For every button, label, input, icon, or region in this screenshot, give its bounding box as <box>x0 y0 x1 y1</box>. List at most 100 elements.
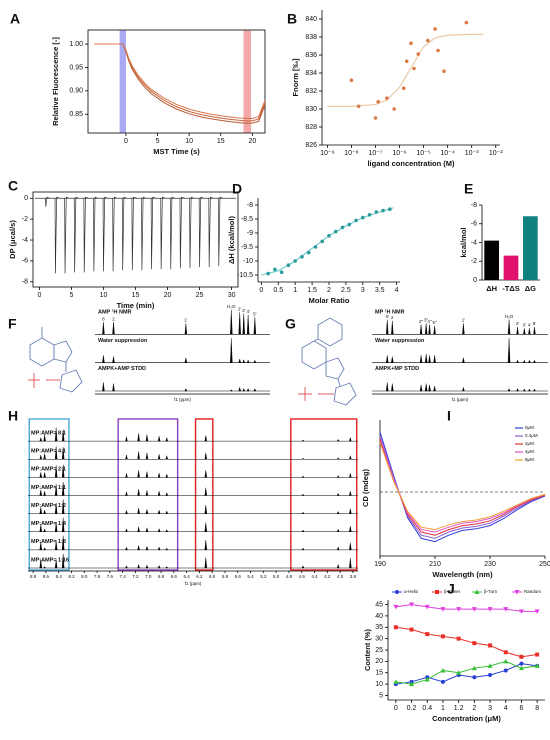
peak <box>137 545 140 551</box>
injection-peak <box>102 196 108 272</box>
peak-label: 4' <box>528 322 532 327</box>
point <box>472 641 477 646</box>
series-line <box>379 435 546 539</box>
highlight-band <box>119 30 126 133</box>
trace-label: MP:AMP= 4:1 <box>31 449 66 455</box>
x-tick-label: 4.6 <box>299 574 306 579</box>
peak <box>137 563 140 569</box>
peak <box>238 312 241 335</box>
legend-label: 8μM <box>525 457 534 462</box>
x-tick-label: ΔH <box>486 284 497 293</box>
x-tick-label: 210 <box>429 561 441 568</box>
point <box>433 27 437 31</box>
peak <box>61 535 65 551</box>
peak <box>157 527 161 532</box>
panel-letter: F <box>8 316 17 332</box>
peak <box>125 454 128 460</box>
x-tick-label: 15 <box>132 292 140 299</box>
peak <box>238 358 241 363</box>
peak <box>39 489 43 496</box>
x-tick-label: 7.6 <box>107 574 114 579</box>
x-tick-label: 3 <box>488 705 492 712</box>
peak <box>125 528 128 532</box>
peak <box>157 509 161 514</box>
x-tick-label: 0.2 <box>407 705 417 712</box>
peak <box>43 434 46 442</box>
x-tick-label: 10⁻⁴ <box>440 150 455 157</box>
trace-label: MP:AMP= 8:1 <box>31 430 66 436</box>
x-tick-label: 10⁻⁶ <box>392 150 406 157</box>
x-tick-label: 8.0 <box>81 574 88 579</box>
peak-label: 1' <box>184 318 188 323</box>
x-tick-label: 0 <box>259 287 263 294</box>
legend-marker <box>395 590 399 594</box>
peak <box>145 545 149 551</box>
peak <box>528 388 531 392</box>
y-tick-label: 15 <box>375 670 383 677</box>
peak <box>533 327 536 335</box>
bond <box>313 338 319 342</box>
trace-label: MP:AMP= 2:1 <box>31 467 66 473</box>
x-tick-label: 7.0 <box>145 574 152 579</box>
peak <box>145 471 149 478</box>
x-tick-label: 0.4 <box>422 705 432 712</box>
peak <box>301 457 305 460</box>
point <box>393 604 399 610</box>
peak <box>184 388 188 392</box>
peak <box>43 566 47 569</box>
x-tick-label: 6.0 <box>209 574 216 579</box>
point <box>534 663 540 668</box>
peak-label: 3' <box>242 308 246 313</box>
y-tick-label: 35 <box>375 624 383 631</box>
injection-peak <box>121 196 127 271</box>
peak <box>386 382 389 392</box>
amp-structure <box>28 327 83 393</box>
injection-peak <box>179 196 185 269</box>
trace-label: Water suppression <box>375 338 425 344</box>
peak <box>253 388 257 392</box>
x-tick-label: 4.4 <box>311 574 318 579</box>
point <box>456 670 462 675</box>
peak <box>523 328 526 335</box>
point <box>354 218 358 223</box>
x-tick-label: 2.5 <box>341 287 351 294</box>
y-tick-label: -9.5 <box>241 244 253 251</box>
peak-label: 2' <box>516 321 520 326</box>
peak <box>165 547 169 551</box>
peak <box>242 313 245 335</box>
x-tick-label: 3.5 <box>375 287 385 294</box>
y-tick-label: 826 <box>305 142 317 149</box>
x-tick-label: ΔG <box>525 284 536 293</box>
point <box>503 607 509 612</box>
point <box>361 215 365 220</box>
peak <box>39 524 43 532</box>
peak <box>229 389 233 392</box>
y-tick-label: 25 <box>375 647 383 654</box>
peak <box>204 470 208 478</box>
y-tick-label: 834 <box>305 70 317 77</box>
peak <box>61 482 65 496</box>
x-tick-label: 5 <box>69 292 73 299</box>
trace-label: AMPK+MP STDD <box>375 366 419 372</box>
point <box>409 681 415 687</box>
peak <box>137 433 140 442</box>
point <box>518 609 524 614</box>
y-tick-label: 832 <box>305 88 317 95</box>
x-tick-label: 3 <box>361 287 365 294</box>
y-tick-label: 40 <box>375 613 383 620</box>
point <box>376 100 381 104</box>
peak <box>204 452 208 460</box>
point <box>503 650 508 655</box>
point <box>293 259 297 263</box>
peak <box>301 511 305 514</box>
y-axis-label: ΔH (kcal/mol) <box>227 216 236 264</box>
y-tick-label: 30 <box>375 635 383 642</box>
peak <box>145 527 149 532</box>
peak <box>165 566 169 569</box>
peak <box>428 384 431 392</box>
peak <box>349 558 352 569</box>
x-tick-label: 0.5 <box>273 287 283 294</box>
x-tick-label: 2 <box>472 705 476 712</box>
peak <box>165 473 169 478</box>
y-tick-label: 830 <box>305 106 317 113</box>
